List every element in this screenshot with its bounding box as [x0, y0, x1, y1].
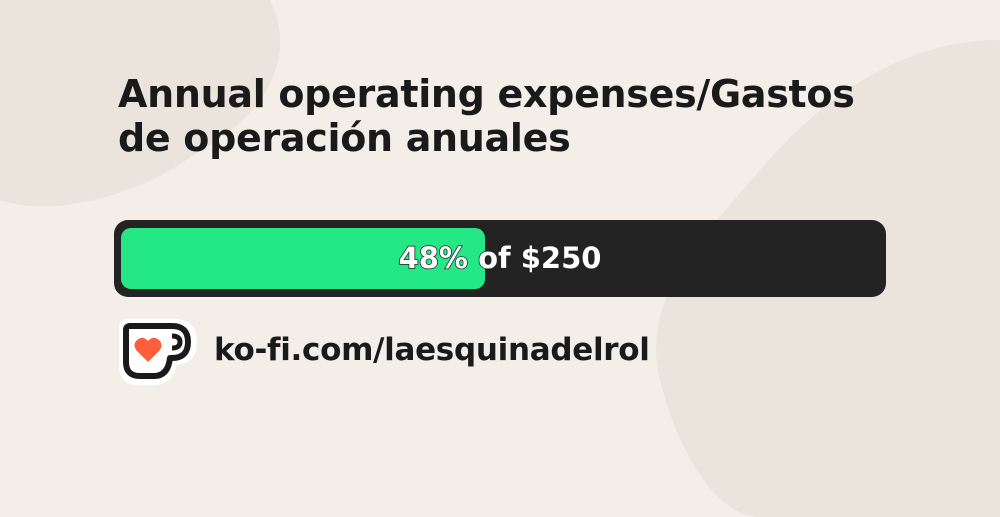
goal-title: Annual operating expenses/Gastos de oper…: [118, 72, 855, 160]
progress-label: 48% of $250: [398, 240, 602, 276]
progress-bar: 48% of $250: [114, 220, 886, 297]
kofi-link[interactable]: ko-fi.com/laesquinadelrol: [214, 332, 650, 368]
blob: [0, 0, 281, 207]
progress-fill: [121, 228, 485, 289]
progress-track: [121, 228, 879, 289]
kofi-icon[interactable]: [116, 318, 198, 388]
